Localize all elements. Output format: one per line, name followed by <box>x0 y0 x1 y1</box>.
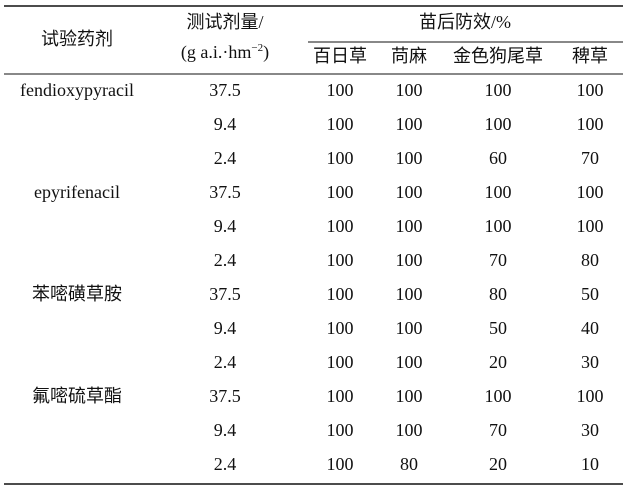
header-agent: 试验药剂 <box>41 29 113 49</box>
efficacy-value: 100 <box>327 148 354 168</box>
efficacy-value: 100 <box>485 114 512 134</box>
dose: 37.5 <box>209 284 241 304</box>
efficacy-value: 100 <box>327 114 354 134</box>
efficacy-value: 100 <box>327 80 354 100</box>
efficacy-value: 100 <box>577 182 604 202</box>
efficacy-value: 100 <box>327 420 354 440</box>
header-efficacy: 苗后防效/% <box>419 12 511 32</box>
efficacy-value: 100 <box>327 318 354 338</box>
efficacy-value: 100 <box>396 216 423 236</box>
efficacy-value: 50 <box>489 318 507 338</box>
efficacy-value: 100 <box>396 318 423 338</box>
dose: 9.4 <box>214 114 237 134</box>
header-dose: 测试剂量/ <box>186 12 263 32</box>
dose: 2.4 <box>214 454 237 474</box>
efficacy-value: 100 <box>396 420 423 440</box>
agent-name: epyrifenacil <box>34 182 120 202</box>
dose: 9.4 <box>214 216 237 236</box>
header-weed: 金色狗尾草 <box>453 46 543 66</box>
agent-name: 苯嘧磺草胺 <box>32 284 122 304</box>
efficacy-value: 80 <box>400 454 418 474</box>
dose: 37.5 <box>209 80 241 100</box>
unit-sup: −2 <box>251 42 263 54</box>
efficacy-value: 100 <box>485 216 512 236</box>
header-weed: 稗草 <box>572 46 608 66</box>
efficacy-value: 100 <box>485 80 512 100</box>
efficacy-value: 10 <box>581 454 599 474</box>
dose: 2.4 <box>214 352 237 372</box>
efficacy-value: 100 <box>577 114 604 134</box>
efficacy-value: 70 <box>489 420 507 440</box>
header-weed: 百日草 <box>313 46 367 66</box>
efficacy-value: 40 <box>581 318 599 338</box>
agent-name: 氟嘧硫草酯 <box>32 386 122 406</box>
dose: 2.4 <box>214 148 237 168</box>
efficacy-value: 100 <box>396 386 423 406</box>
unit-part: (g a.i.·hm <box>181 42 251 63</box>
efficacy-value: 100 <box>327 182 354 202</box>
dose: 37.5 <box>209 182 241 202</box>
efficacy-value: 100 <box>327 386 354 406</box>
efficacy-value: 100 <box>577 216 604 236</box>
efficacy-value: 60 <box>489 148 507 168</box>
efficacy-value: 100 <box>485 386 512 406</box>
efficacy-value: 100 <box>577 80 604 100</box>
efficacy-value: 70 <box>489 250 507 270</box>
header-weed: 苘麻 <box>391 46 427 66</box>
efficacy-value: 100 <box>577 386 604 406</box>
dose: 9.4 <box>214 420 237 440</box>
efficacy-value: 100 <box>327 352 354 372</box>
efficacy-value: 70 <box>581 148 599 168</box>
efficacy-value: 20 <box>489 352 507 372</box>
efficacy-value: 100 <box>396 148 423 168</box>
efficacy-value: 20 <box>489 454 507 474</box>
header-dose-unit: (g a.i.·hm−2) <box>181 42 269 64</box>
agent-name: fendioxypyracil <box>20 80 134 100</box>
dose: 9.4 <box>214 318 237 338</box>
efficacy-value: 100 <box>327 454 354 474</box>
efficacy-value: 100 <box>396 284 423 304</box>
efficacy-value: 100 <box>396 250 423 270</box>
efficacy-value: 100 <box>396 80 423 100</box>
efficacy-value: 50 <box>581 284 599 304</box>
efficacy-value: 100 <box>327 216 354 236</box>
efficacy-value: 100 <box>396 114 423 134</box>
efficacy-value: 100 <box>327 284 354 304</box>
efficacy-value: 30 <box>581 420 599 440</box>
efficacy-value: 80 <box>581 250 599 270</box>
efficacy-value: 30 <box>581 352 599 372</box>
dose: 37.5 <box>209 386 241 406</box>
dose: 2.4 <box>214 250 237 270</box>
efficacy-value: 80 <box>489 284 507 304</box>
efficacy-value: 100 <box>396 182 423 202</box>
efficacy-value: 100 <box>327 250 354 270</box>
efficacy-value: 100 <box>485 182 512 202</box>
efficacy-value: 100 <box>396 352 423 372</box>
unit-part: ) <box>263 42 269 63</box>
